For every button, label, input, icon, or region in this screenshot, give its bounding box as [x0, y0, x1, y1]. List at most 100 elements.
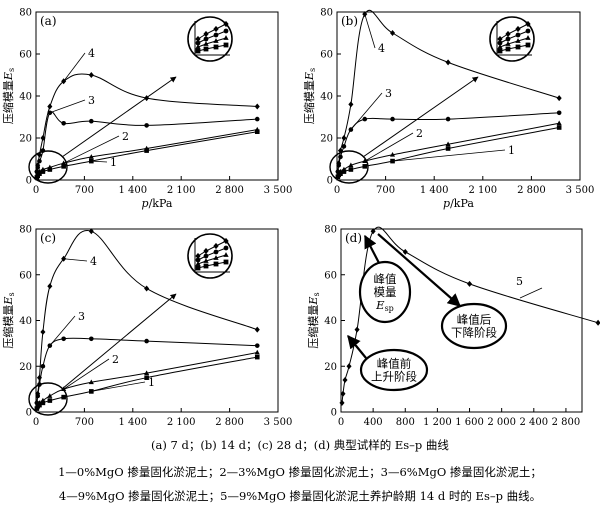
inset-point [203, 30, 209, 38]
inset-point [213, 25, 219, 33]
annotation-bubble [440, 302, 508, 350]
inset-point [525, 20, 531, 28]
data-point [402, 248, 408, 255]
data-point [254, 116, 260, 122]
x-tick-label: 0 [33, 185, 39, 196]
y-tick-label: 20 [19, 134, 32, 145]
chart-panel-1: 0 700 1 400 2 100 2 800 3 500 0 20 40 60 80 p/kPa 压缩… [2, 8, 292, 211]
inset-point [223, 237, 229, 245]
y-tick-label: 0 [331, 408, 337, 419]
series-leader [91, 160, 108, 163]
series-leader [519, 287, 543, 299]
series-leader [49, 315, 76, 346]
y-tick-label: 60 [19, 270, 32, 281]
series-line [36, 131, 258, 178]
inset-point [525, 35, 531, 40]
series-leader [392, 149, 506, 162]
x-tick-label: 2 800 [517, 185, 546, 196]
y-tick-label: 80 [324, 225, 337, 236]
data-point [144, 338, 149, 344]
inset-point [497, 35, 503, 43]
inset-point [223, 35, 229, 40]
inset-point [497, 40, 503, 46]
x-tick-label: 0 [338, 417, 344, 428]
series-leader [63, 258, 88, 262]
x-tick-label: 3 500 [566, 185, 595, 196]
inset-point [213, 38, 219, 43]
inset-line [499, 30, 529, 44]
data-point [144, 145, 150, 151]
y-tick-label: 0 [26, 408, 32, 419]
data-point [556, 125, 562, 130]
x-tick-label: 2 100 [468, 185, 497, 196]
data-point [370, 228, 376, 235]
inset-point [203, 253, 209, 259]
data-point [47, 283, 53, 290]
series-leader [63, 135, 120, 164]
data-point [34, 399, 40, 406]
data-point [354, 326, 360, 333]
data-point [40, 400, 46, 406]
inset-point [203, 263, 209, 269]
inset-point [195, 40, 201, 46]
data-point [144, 148, 149, 153]
data-point [37, 171, 42, 176]
series-leader [63, 52, 86, 82]
inset-point [515, 25, 521, 33]
y-tick-label: 80 [19, 225, 32, 236]
data-point [144, 370, 150, 375]
data-point [61, 164, 66, 169]
chart-panel-4: 0 400 800 1 200 1 600 2 000 2 400 2 800 0 20 40 60 8… [307, 225, 600, 430]
inset-point [195, 252, 201, 260]
data-point [35, 390, 41, 397]
series-label: 1 [110, 156, 117, 169]
data-point [341, 135, 347, 141]
annotation-bubble [358, 260, 412, 324]
data-point [254, 354, 260, 360]
data-point [47, 164, 53, 170]
data-point [88, 379, 94, 385]
data-point [47, 103, 53, 110]
series-label: 3 [78, 310, 85, 323]
inset-point [213, 242, 219, 250]
data-point [362, 164, 368, 169]
series-line [36, 73, 258, 172]
data-point [467, 280, 473, 287]
y-axis-title: 压缩模量Es [2, 292, 16, 348]
data-point [445, 146, 451, 151]
inset-point [515, 32, 521, 38]
series-1: 1 [34, 129, 260, 180]
legend-line-2: 4—9%MgO 掺量固化淤泥土；5—9%MgO 掺量固化淤泥土养护龄期 14 d… [58, 489, 542, 503]
chart-panel-3: 0 700 1 400 2 100 2 800 3 500 0 20 40 60 80 p/kPa 压缩… [2, 225, 292, 431]
panel-label: (d) [345, 231, 362, 245]
series-line [36, 337, 258, 403]
data-point [335, 168, 341, 175]
x-axis-title: p/kPa [142, 197, 173, 210]
zoom-arrow [61, 76, 177, 158]
inset-point [195, 48, 201, 54]
series-line [337, 112, 560, 172]
inset-point [497, 44, 503, 49]
y-tick-label: 60 [19, 50, 32, 61]
inset-point [505, 41, 511, 46]
y-tick-label: 40 [324, 316, 337, 327]
zoom-inset [187, 16, 233, 62]
data-point [336, 160, 342, 167]
annotation-text: 下降阶段 [451, 326, 497, 340]
x-axis-title: p/kPa [142, 429, 173, 430]
inset-point [223, 245, 229, 251]
inset-point [497, 48, 503, 54]
data-point [61, 394, 66, 400]
series-label: 5 [516, 275, 523, 288]
data-point [144, 285, 150, 292]
x-tick-label: 700 [376, 185, 395, 196]
inset-point [223, 20, 229, 28]
y-tick-label: 20 [324, 362, 337, 373]
data-point [47, 167, 53, 172]
data-point [341, 166, 347, 172]
y-tick-label: 0 [26, 176, 32, 187]
annotation-text: 上升阶段 [371, 370, 417, 384]
data-point [36, 151, 42, 158]
data-point [254, 126, 260, 132]
